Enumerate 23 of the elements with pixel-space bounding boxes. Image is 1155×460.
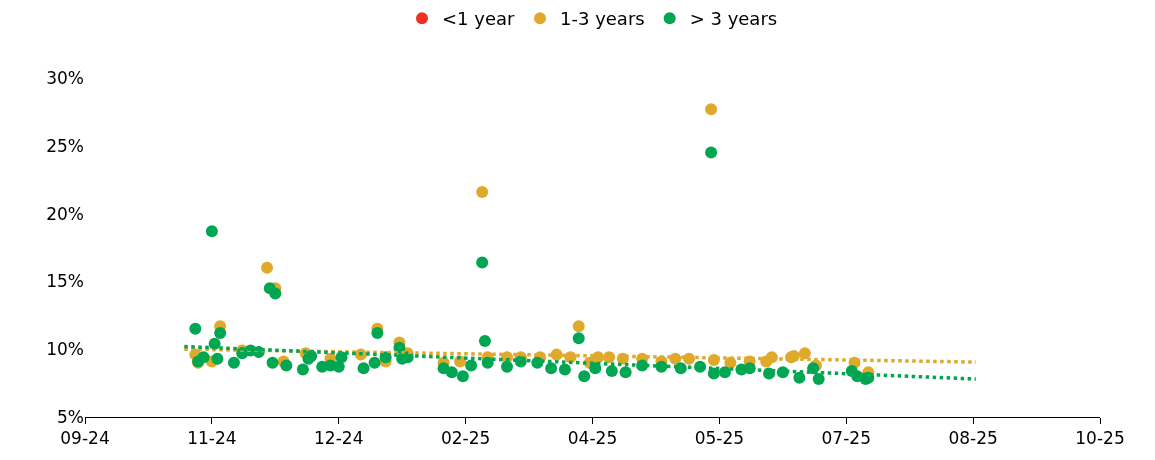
point — [476, 185, 489, 198]
y-tick-label: 25% — [46, 135, 84, 156]
y-tick-label: 30% — [46, 67, 84, 88]
x-tick-label: 10-25 — [1075, 428, 1125, 449]
x-tick-label: 04-25 — [567, 428, 618, 449]
y-tick-label: 5% — [57, 406, 84, 427]
point — [261, 261, 274, 274]
x-tick-label: 11-24 — [187, 428, 237, 449]
y-tick-label: 20% — [46, 203, 84, 224]
y-tick-label: 10% — [46, 339, 84, 360]
legend-label: <1 year — [442, 8, 516, 30]
x-tick-label: 12-24 — [314, 428, 364, 449]
y-tick-label: 15% — [46, 271, 84, 292]
point — [705, 103, 718, 116]
x-tick-label: 02-25 — [440, 428, 491, 449]
point — [572, 320, 585, 333]
x-tick-label: 08-25 — [948, 428, 998, 449]
legend-label: 1-3 years — [560, 8, 645, 30]
x-tick-label: 07-25 — [821, 428, 871, 449]
x-tick-label: 09-24 — [60, 428, 110, 449]
legend-label: > 3 years — [689, 8, 778, 30]
point — [798, 347, 811, 360]
x-tick-label: 05-25 — [694, 428, 745, 449]
